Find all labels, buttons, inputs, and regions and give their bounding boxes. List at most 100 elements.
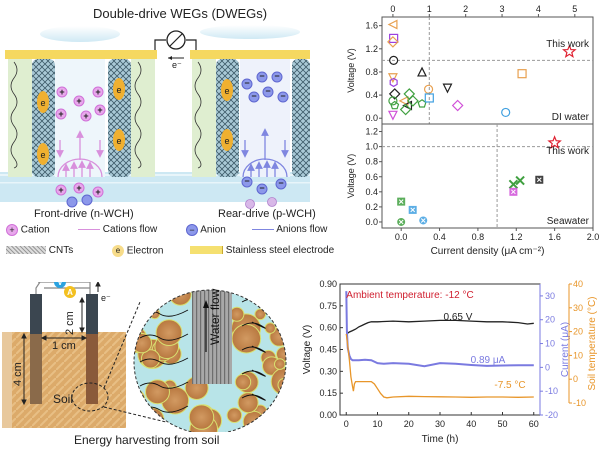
chart-title: Ambient temperature: -12 °C xyxy=(346,290,473,301)
voltage-tick-label: 0.45 xyxy=(319,345,337,355)
y-tick-label: 1.2 xyxy=(365,127,378,137)
soil-grain xyxy=(140,407,165,432)
x-axis-label: Current density (μA cm⁻²) xyxy=(431,246,545,257)
soil-grain xyxy=(264,322,276,334)
electrode-right xyxy=(86,294,98,334)
data-point xyxy=(387,73,398,84)
data-point-this-work xyxy=(547,135,562,150)
annotation-this-work: This work xyxy=(546,146,590,157)
series-line-temperature xyxy=(345,333,534,399)
soil-grain xyxy=(149,308,161,320)
current-tick-label: 10 xyxy=(545,339,555,349)
data-point xyxy=(423,84,434,94)
voltage-tick-label: 0.60 xyxy=(319,323,337,333)
svg-text:A: A xyxy=(67,288,73,297)
data-point xyxy=(509,187,518,196)
y-tick-label: 0.0 xyxy=(365,217,378,227)
data-point xyxy=(390,100,400,110)
current-tick-label: -10 xyxy=(545,386,558,396)
front-drive-label: Front-drive (n-WCH) xyxy=(34,208,134,220)
current-tick-label: 0 xyxy=(545,362,550,372)
x-tick-label: 60 xyxy=(529,419,539,429)
soil-grain xyxy=(277,377,286,392)
x-tick-label: 5 xyxy=(572,4,577,14)
temperature-tick-label: 30 xyxy=(573,303,583,313)
data-point xyxy=(417,66,427,77)
data-point xyxy=(388,88,401,100)
electron-icon: e xyxy=(112,245,124,257)
y-tick-label: 0.8 xyxy=(365,67,378,77)
annotation-this-work: This work xyxy=(546,39,590,50)
data-point xyxy=(387,110,398,121)
water-path xyxy=(139,381,189,389)
current-meter xyxy=(154,30,197,60)
plot-frame xyxy=(381,123,594,229)
series-line-voltage xyxy=(345,319,534,336)
water-path xyxy=(241,345,266,353)
water-path xyxy=(241,369,266,377)
x-tick-label: 2.0 xyxy=(587,232,600,242)
temperature-axis-label: Soil temperature (°C) xyxy=(587,296,598,390)
y-axis-label: Voltage (V) xyxy=(346,154,356,199)
steel-electrode xyxy=(190,50,310,59)
svg-text:+: + xyxy=(95,187,100,197)
cation-icon: + xyxy=(6,224,18,236)
svg-text:−: − xyxy=(274,71,279,81)
svg-text:e: e xyxy=(224,136,229,146)
current-tick-label: 30 xyxy=(545,291,555,301)
y-axis-label: Voltage (V) xyxy=(346,48,356,93)
x-tick-label: 3 xyxy=(500,4,505,14)
svg-text:−: − xyxy=(251,91,256,101)
soil-grain xyxy=(134,388,146,409)
data-point xyxy=(397,217,406,226)
soil-grain xyxy=(242,410,265,432)
legend-item-cation: + Cation xyxy=(6,224,50,236)
svg-text:e: e xyxy=(224,86,229,96)
cnt-bundle xyxy=(216,59,239,177)
soil-grain xyxy=(267,409,286,432)
svg-text:+: + xyxy=(95,87,100,97)
svg-text:e: e xyxy=(40,98,45,108)
svg-text:−: − xyxy=(259,71,264,81)
y-tick-label: 0.6 xyxy=(365,172,378,182)
cnt-bundle xyxy=(292,59,310,177)
x-tick-label: 50 xyxy=(497,419,507,429)
soil-block xyxy=(2,332,126,428)
voltage-tick-label: 0.30 xyxy=(319,366,337,376)
svg-text:e: e xyxy=(116,136,121,146)
legend-item-anion: − Anion xyxy=(186,224,226,236)
temperature-tick-label: 10 xyxy=(573,350,583,360)
electrode-left xyxy=(30,294,42,334)
series-end-label-temperature: -7.5 °C xyxy=(494,380,525,391)
x-axis-label: Time (h) xyxy=(422,434,459,445)
plot-frame xyxy=(381,16,594,125)
voltage-tick-label: 0.00 xyxy=(319,410,337,420)
voltage-tick-label: 0.75 xyxy=(319,301,337,311)
data-point xyxy=(388,96,398,106)
voltage-tick-label: 0.15 xyxy=(319,388,337,398)
x-tick-label: 1.2 xyxy=(510,232,523,242)
svg-text:+: + xyxy=(76,96,81,106)
soil-grain xyxy=(231,323,262,354)
svg-text:−: − xyxy=(244,176,249,186)
soil-diagram: V A xyxy=(2,282,287,432)
soil-grain xyxy=(144,379,170,405)
water-flow-label: Water flow xyxy=(208,288,222,345)
line-chart: 0.00 0.15 0.30 0.45 0.60 0.75 0.90 0 10 20 30 40 50 6… xyxy=(302,279,598,445)
steel-electrode-icon xyxy=(190,246,223,255)
soil-grain xyxy=(188,404,215,430)
soil-grain xyxy=(139,292,154,308)
vapor-cloud xyxy=(40,26,120,42)
legend-item-electrode: Stainless steel electrode xyxy=(190,245,334,256)
data-point xyxy=(424,93,434,103)
svg-text:−: − xyxy=(259,183,264,193)
rear-drive-label: Rear-drive (p-WCH) xyxy=(218,208,316,220)
water-path xyxy=(241,321,266,329)
x-tick-label: 30 xyxy=(435,419,445,429)
legend-item-electron: e Electron xyxy=(112,245,163,257)
x-tick-label: 1 xyxy=(427,4,432,14)
y-tick-label: 0.4 xyxy=(365,90,378,100)
annotation-medium: DI water xyxy=(552,112,590,123)
data-point xyxy=(501,107,511,118)
